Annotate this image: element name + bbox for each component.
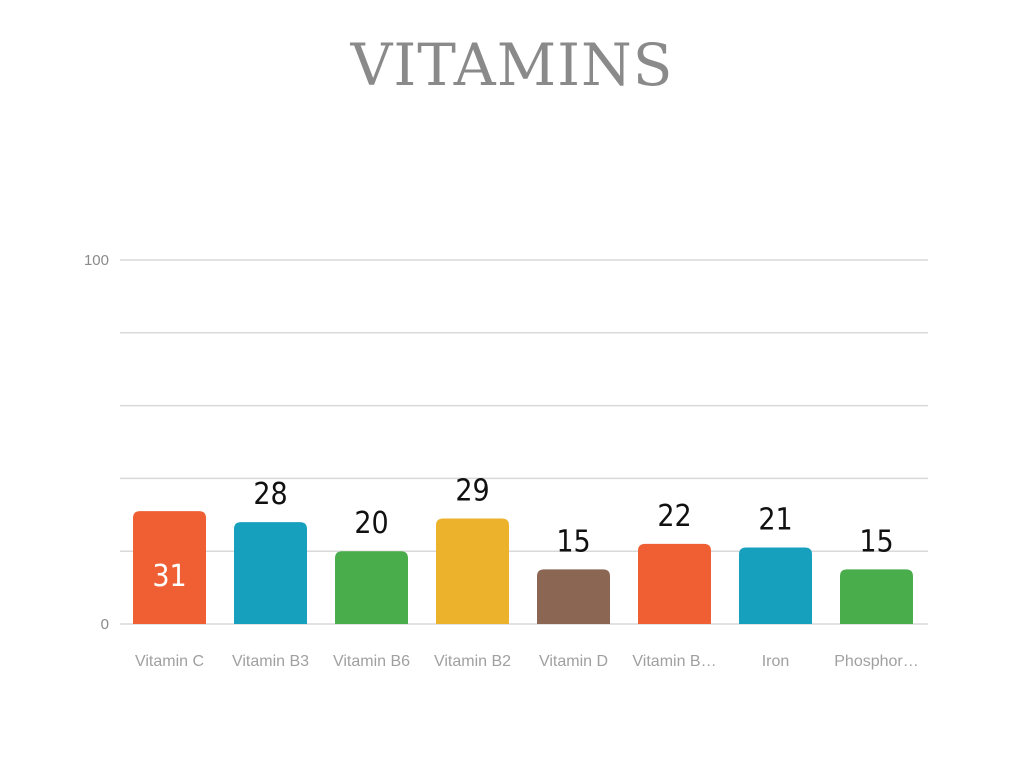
x-tick-label: Vitamin D: [539, 653, 608, 670]
bar: [436, 518, 509, 624]
value-label: 29: [455, 473, 489, 508]
x-tick-label: Vitamin B2: [434, 653, 511, 670]
y-axis: 0 100: [84, 252, 109, 633]
bar: [840, 569, 913, 624]
value-label: 15: [859, 524, 893, 559]
bar: [739, 547, 812, 624]
bar: [537, 569, 610, 624]
x-axis: Vitamin C Vitamin B3 Vitamin B6 Vitamin B2 V…: [135, 653, 919, 670]
value-label: 20: [354, 506, 388, 541]
value-label: 15: [556, 524, 590, 559]
bar: [234, 522, 307, 624]
x-tick-label: Vitamin B3: [232, 653, 309, 670]
value-label: 31: [152, 559, 186, 594]
x-tick-label: Phosphor…: [834, 653, 919, 670]
value-label: 21: [758, 503, 792, 538]
value-labels: 31 28 20 29 15 22 21 15: [152, 473, 893, 594]
y-tick-label: 100: [84, 252, 109, 269]
chart-title: VITAMINS: [350, 31, 674, 99]
bar: [335, 551, 408, 624]
x-tick-label: Vitamin B…: [632, 653, 716, 670]
value-label: 28: [253, 477, 287, 512]
x-tick-label: Vitamin B6: [333, 653, 410, 670]
bar: [133, 511, 206, 624]
value-label: 22: [657, 499, 691, 534]
bars: [133, 511, 913, 624]
x-tick-label: Vitamin C: [135, 653, 204, 670]
bar: [638, 543, 711, 624]
x-tick-label: Iron: [762, 653, 790, 670]
y-tick-label: 0: [101, 616, 109, 633]
